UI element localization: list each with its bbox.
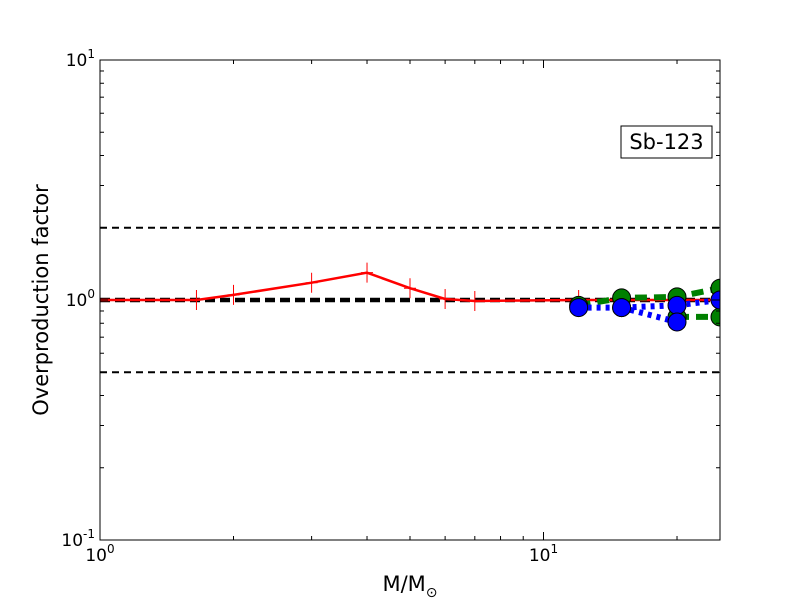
data-point (667, 295, 687, 315)
y-tick-label: 100 (66, 287, 95, 311)
data-point (404, 278, 416, 299)
x-tick-label: 100 (85, 542, 114, 566)
legend-frame (620, 125, 713, 159)
y-tick-label: 101 (66, 47, 95, 71)
data-point (439, 288, 452, 309)
y-axis-title: Overproduction factor (29, 184, 53, 416)
data-point (667, 312, 687, 332)
data-point (612, 298, 632, 318)
legend-label: Sb-123 (629, 130, 703, 154)
legend-box: Sb-123 (620, 125, 713, 159)
series-layer (100, 262, 720, 332)
data-point (569, 298, 589, 318)
x-axis-title: M/M⊙ (382, 572, 437, 600)
series-4 (612, 298, 687, 332)
y-tick-label: 10-1 (61, 527, 95, 551)
series-line-4 (620, 304, 678, 325)
axis-ticks (99, 59, 720, 541)
data-point (361, 262, 374, 283)
series-line-3 (578, 297, 720, 311)
series-line-1 (578, 285, 720, 309)
data-point (190, 290, 203, 310)
x-tick-label: 101 (529, 542, 558, 566)
data-point (305, 272, 318, 293)
data-point (227, 284, 240, 305)
data-point (468, 291, 481, 312)
x-tick-labels: 100 101 (85, 542, 558, 566)
y-tick-labels: 10-1 100 101 (61, 47, 95, 551)
data-point (710, 307, 720, 327)
